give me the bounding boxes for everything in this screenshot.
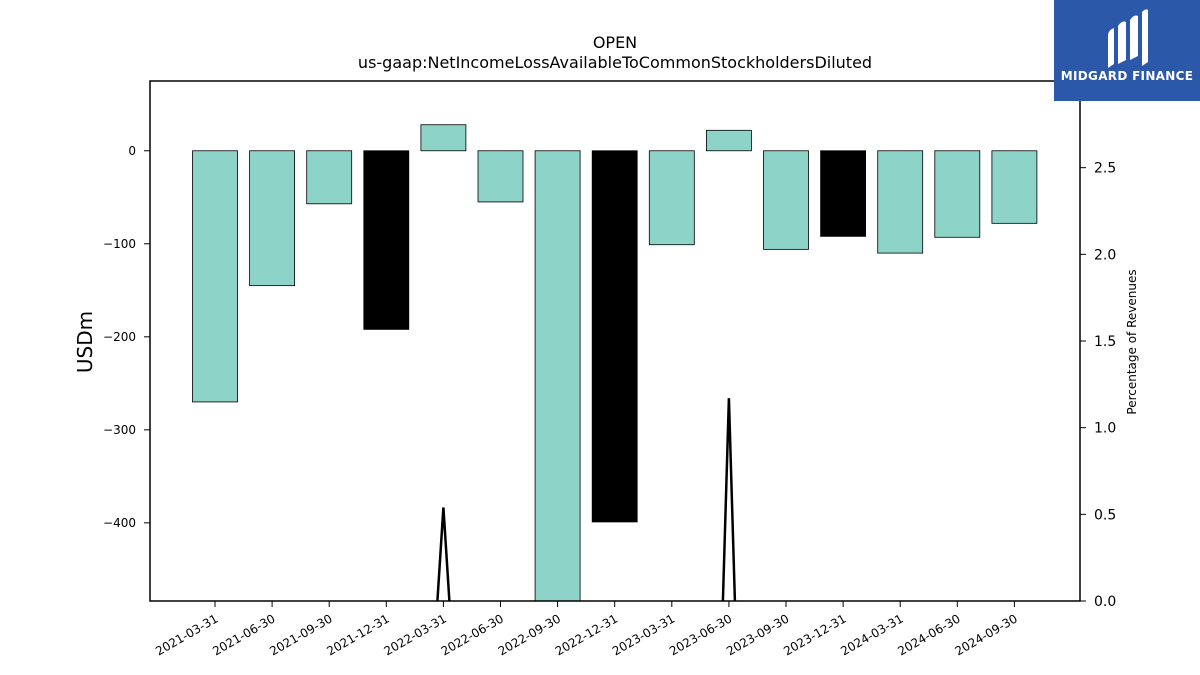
x-tick-label: 2023-03-31 (610, 611, 677, 658)
x-tick-label: 2021-06-30 (210, 611, 277, 658)
bar-2022-06-30 (477, 150, 524, 203)
y-tick-label: −100 (103, 237, 136, 251)
logo-text: MIDGARD FINANCE (1060, 69, 1194, 83)
y2-tick-label: 2.0 (1094, 247, 1116, 263)
x-tick-label: 2021-09-30 (267, 611, 334, 658)
bar-2021-09-30 (306, 150, 353, 205)
percentage-line-group (436, 398, 737, 602)
bar-2023-06-30 (706, 129, 752, 152)
x-tick-label: 2021-12-31 (324, 611, 391, 658)
y2-tick-label: 0.0 (1094, 594, 1116, 610)
x-tick-label: 2024-06-30 (895, 611, 962, 658)
y-tick-label: −400 (103, 516, 136, 530)
brand-logo: MIDGARD FINANCE (1054, 0, 1200, 101)
bar-2024-06-30 (934, 150, 981, 238)
logo-mark-icon (1108, 9, 1148, 68)
line-point-2022-03-31 (436, 507, 451, 602)
bar-2023-09-30 (763, 150, 809, 250)
y-ticks-group: 0 −100 −200 −300 −400 (103, 144, 150, 530)
bar-2022-12-31 (591, 150, 638, 523)
x-tick-label: 2022-03-31 (381, 611, 448, 658)
x-tick-label: 2021-03-31 (153, 611, 220, 658)
chart-subtitle: us-gaap:NetIncomeLossAvailableToCommonSt… (358, 53, 872, 72)
x-tick-label: 2022-09-30 (496, 611, 563, 658)
y-tick-label: −200 (103, 330, 136, 344)
bar-2023-12-31 (820, 150, 866, 237)
x-tick-label: 2023-06-30 (667, 611, 734, 658)
y-tick-label: −300 (103, 423, 136, 437)
y2-axis-label: Percentage of Revenues (1125, 269, 1139, 414)
bars-group (192, 124, 1038, 602)
x-tick-label: 2023-09-30 (724, 611, 791, 658)
bar-2021-12-31 (363, 150, 410, 330)
bar-2021-03-31 (192, 150, 238, 403)
y2-tick-label: 0.5 (1094, 507, 1116, 523)
line-point-2023-06-30 (721, 398, 737, 602)
y-axis-label: USDm (73, 311, 97, 373)
x-tick-label: 2023-12-31 (781, 611, 848, 658)
x-tick-label: 2024-03-31 (838, 611, 905, 658)
bar-2021-06-30 (249, 150, 296, 287)
y2-ticks-group: 0.0 0.5 1.0 1.5 2.0 2.5 (1080, 161, 1116, 610)
bar-2022-03-31 (420, 124, 467, 152)
x-tick-label: 2022-12-31 (553, 611, 620, 658)
y-tick-label: 0 (128, 144, 136, 158)
y2-tick-label: 1.0 (1094, 421, 1116, 437)
bar-2022-09-30 (534, 150, 581, 602)
chart-title: OPEN (593, 33, 637, 52)
bar-2023-03-31 (648, 150, 695, 246)
x-tick-label: 2024-09-30 (952, 611, 1019, 658)
x-ticks-group: 2021-03-312021-06-302021-09-302021-12-31… (153, 601, 1020, 658)
bar-2024-09-30 (991, 150, 1038, 224)
y2-tick-label: 2.5 (1094, 161, 1116, 177)
bar-2024-03-31 (877, 150, 924, 254)
y2-tick-label: 1.5 (1094, 334, 1116, 350)
x-tick-label: 2022-06-30 (439, 611, 506, 658)
